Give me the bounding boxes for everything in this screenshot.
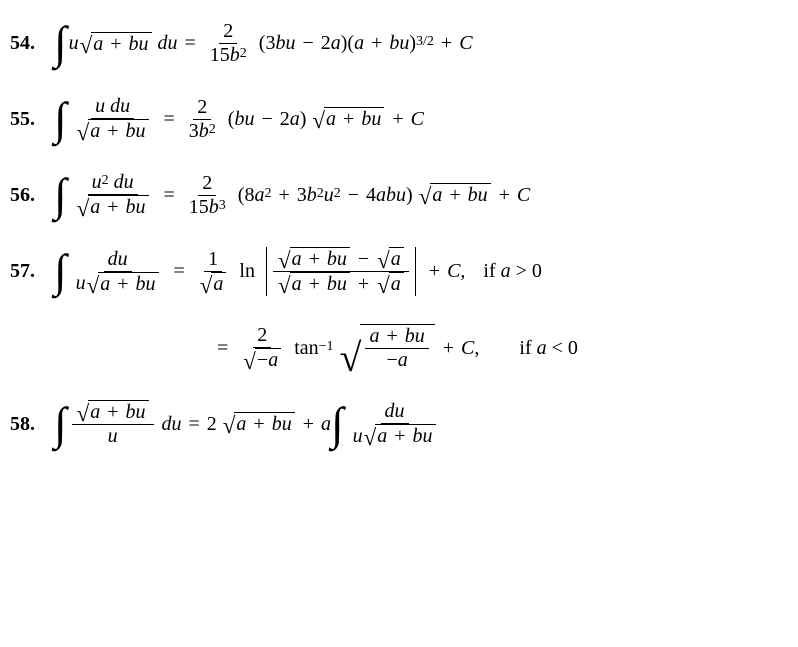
fraction: du u√a+bu: [349, 400, 441, 448]
formula-55: 55. ∫ udu √a+bu = 2 3b2 (bu−2a) √a+bu +C: [10, 95, 788, 143]
formula-56: 56. ∫ u2du √a+bu = 2 15b3 (8a2+3b2u2−4ab…: [10, 171, 788, 219]
formula-body: = 2 √−a tan−1 √ a+bu −a +C, if a < 0: [210, 324, 578, 372]
condition: if a > 0: [483, 260, 542, 283]
fraction: 2 3b2: [185, 96, 220, 143]
sqrt-icon: √a+bu: [312, 107, 384, 131]
formula-57-alt: = 2 √−a tan−1 √ a+bu −a +C, if a < 0: [10, 324, 788, 372]
formula-body: ∫ u2du √a+bu = 2 15b3 (8a2+3b2u2−4abu) √…: [54, 171, 530, 219]
formula-number: 57.: [10, 260, 54, 283]
fraction: du u√a+bu: [72, 248, 164, 296]
fraction: 2 15b3: [185, 172, 230, 219]
fraction: 1 √a: [195, 248, 232, 296]
tan: tan: [294, 337, 318, 360]
sqrt-icon: √a+bu: [419, 183, 491, 207]
formula-body: ∫ du u√a+bu = 1 √a ln √a+bu − √a √a+bu +…: [54, 247, 542, 296]
integral-icon: ∫: [54, 406, 67, 443]
fraction: udu √a+bu: [72, 95, 154, 143]
inverse-exp: −1: [319, 339, 334, 355]
formula-number: 54.: [10, 32, 54, 55]
formula-58: 58. ∫ √a+bu u du = 2 √a+bu +a ∫ du u√a+b…: [10, 400, 788, 448]
integral-icon: ∫: [54, 25, 67, 62]
sqrt-icon: √ a+bu −a: [340, 324, 435, 372]
integral-icon: ∫: [54, 101, 67, 138]
abs: √a+bu − √a √a+bu + √a: [263, 247, 419, 296]
formula-body: ∫ u √ a+bu du = 2 15b2 (3bu−2a)(a+bu)3/2…: [54, 20, 473, 67]
formula-body: ∫ √a+bu u du = 2 √a+bu +a ∫ du u√a+bu: [54, 400, 444, 448]
formula-body: ∫ udu √a+bu = 2 3b2 (bu−2a) √a+bu +C: [54, 95, 424, 143]
ln: ln: [239, 260, 255, 283]
fraction: 2 √−a: [238, 324, 286, 372]
formula-57: 57. ∫ du u√a+bu = 1 √a ln √a+bu − √a √a+…: [10, 247, 788, 296]
exponent: 3/2: [416, 34, 434, 50]
sqrt-icon: √a+bu: [223, 412, 295, 436]
fraction: u2du √a+bu: [72, 171, 154, 219]
formula-number: 55.: [10, 108, 54, 131]
integral-icon: ∫: [54, 177, 67, 214]
condition: if a < 0: [519, 337, 578, 360]
fraction: √a+bu u: [72, 400, 154, 448]
equals: =: [185, 32, 196, 55]
formula-54: 54. ∫ u √ a+bu du = 2 15b2 (3bu−2a)(a+bu…: [10, 20, 788, 67]
formula-number: 58.: [10, 413, 54, 436]
sqrt-icon: √ a+bu: [80, 32, 152, 56]
integral-icon: ∫: [54, 253, 67, 290]
fraction: 2 15b2: [206, 20, 251, 67]
constant-C: C: [459, 32, 472, 55]
formula-number: 56.: [10, 184, 54, 207]
integral-icon: ∫: [331, 406, 344, 443]
